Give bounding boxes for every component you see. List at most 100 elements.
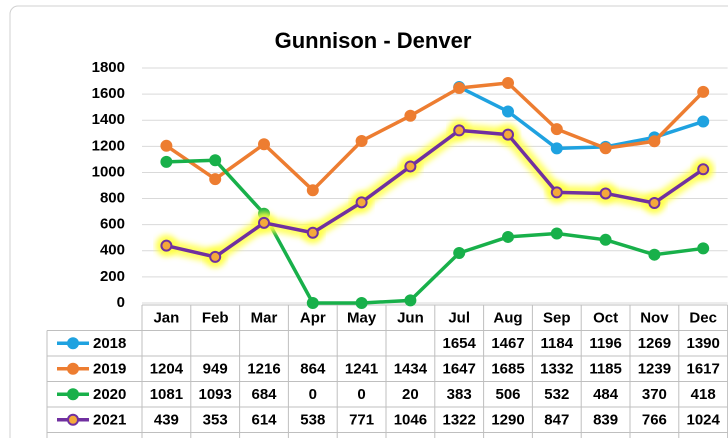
- table-value: 1467: [491, 335, 524, 352]
- x-tick-label: Apr: [300, 310, 326, 327]
- legend-label: 2018: [93, 335, 126, 352]
- x-tick-label: Jan: [153, 310, 179, 327]
- legend-label: 2020: [93, 386, 126, 403]
- table-value: 383: [447, 386, 472, 403]
- point: [160, 239, 173, 252]
- series-line: [166, 128, 705, 259]
- table-value: 1390: [687, 335, 720, 352]
- point: [453, 81, 466, 94]
- y-tick-label: 0: [117, 294, 125, 311]
- table-value: 766: [642, 412, 667, 429]
- table-value: 1434: [394, 361, 428, 378]
- x-tick-label: Feb: [202, 310, 229, 327]
- y-tick-label: 1600: [92, 85, 125, 102]
- point: [209, 154, 222, 167]
- y-tick-label: 200: [100, 268, 125, 285]
- table-value: 1290: [491, 412, 524, 429]
- y-tick-label: 600: [100, 216, 125, 233]
- table-value: 1332: [540, 361, 573, 378]
- point: [355, 297, 368, 309]
- point: [160, 139, 173, 152]
- table-value: 1024: [687, 412, 721, 429]
- point: [697, 242, 710, 255]
- table-value: 839: [593, 412, 618, 429]
- table-value: 353: [203, 412, 228, 429]
- table-value: 847: [544, 412, 569, 429]
- point: [502, 230, 514, 243]
- table-value: 1093: [199, 386, 232, 403]
- table-value: 1046: [394, 412, 427, 429]
- point: [599, 142, 612, 155]
- chart-title: Gunnison - Denver: [275, 28, 472, 53]
- table-value: 1322: [443, 412, 476, 429]
- table-value: 1081: [150, 386, 183, 403]
- x-tick-label: Aug: [493, 310, 522, 327]
- point: [306, 184, 319, 197]
- point: [258, 138, 270, 151]
- point: [355, 134, 368, 147]
- point: [306, 226, 319, 239]
- table-value: 1685: [491, 361, 524, 378]
- series-line: [166, 158, 704, 305]
- table-value: 506: [495, 386, 520, 403]
- point: [355, 196, 368, 209]
- y-tick-label: 1400: [92, 111, 125, 128]
- y-tick-label: 1000: [92, 163, 125, 180]
- x-tick-label: Jun: [397, 310, 424, 327]
- table-value: 771: [349, 412, 374, 429]
- table-value: 538: [300, 412, 325, 429]
- legend-marker: [67, 388, 79, 401]
- legend-label: 2021: [93, 412, 126, 429]
- table-value: 684: [251, 386, 277, 403]
- point: [306, 297, 319, 309]
- legend-marker: [67, 413, 79, 426]
- point: [160, 155, 173, 168]
- point: [209, 250, 222, 263]
- table-value: 0: [357, 386, 365, 403]
- y-tick-label: 1200: [92, 137, 125, 154]
- point: [550, 142, 563, 155]
- point: [502, 128, 514, 141]
- point: [697, 85, 710, 98]
- legend-label: 2019: [93, 361, 126, 378]
- table-value: 484: [593, 386, 619, 403]
- table-value: 864: [300, 361, 326, 378]
- series: [160, 154, 710, 309]
- legend-marker: [67, 337, 79, 350]
- series: [155, 119, 715, 268]
- table-value: 418: [691, 386, 716, 403]
- table-value: 439: [154, 412, 179, 429]
- table-value: 1617: [687, 361, 720, 378]
- y-tick-label: 400: [100, 242, 125, 259]
- point: [550, 123, 563, 136]
- point: [697, 163, 710, 176]
- x-tick-label: Jul: [448, 310, 470, 327]
- point: [599, 233, 612, 246]
- table-value: 532: [544, 386, 569, 403]
- series: [160, 77, 710, 197]
- legend-marker: [67, 362, 79, 375]
- point: [599, 187, 612, 200]
- point: [697, 115, 710, 128]
- table-value: 1196: [589, 335, 622, 352]
- x-tick-label: Sep: [543, 310, 571, 327]
- table-value: 20: [402, 386, 419, 403]
- y-tick-label: 1800: [92, 59, 125, 76]
- table-value: 949: [203, 361, 228, 378]
- point: [550, 186, 563, 199]
- table-value: 1654: [443, 335, 477, 352]
- table-value: 1647: [443, 361, 476, 378]
- point: [550, 227, 563, 240]
- table-value: 1184: [541, 335, 574, 352]
- y-tick-label: 800: [100, 190, 125, 207]
- table-value: 1216: [247, 361, 280, 378]
- point: [502, 77, 514, 90]
- point: [404, 109, 417, 122]
- point: [209, 173, 222, 186]
- x-tick-label: Dec: [689, 310, 717, 327]
- table-value: 1269: [638, 335, 671, 352]
- point: [648, 135, 661, 148]
- point: [453, 124, 466, 137]
- point: [404, 294, 417, 307]
